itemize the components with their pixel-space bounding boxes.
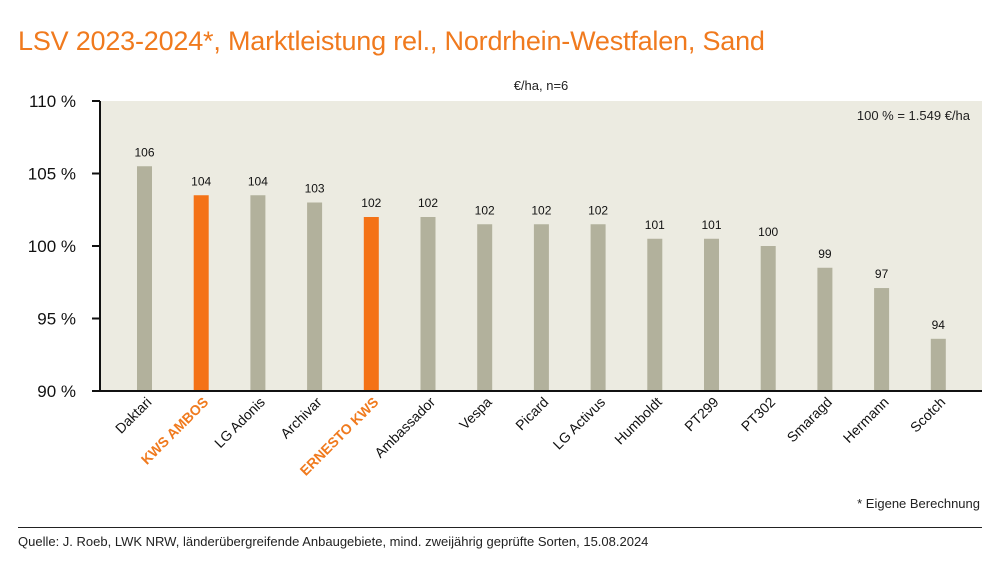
bar-value-label: 102 bbox=[418, 196, 438, 210]
bar-daktari bbox=[137, 166, 152, 391]
y-tick-label: 90 % bbox=[37, 382, 76, 401]
x-tick-label: PT299 bbox=[681, 394, 722, 435]
bar-value-label: 102 bbox=[475, 203, 495, 217]
bar-value-label: 102 bbox=[588, 203, 608, 217]
bars: 106 104 104 103 102 102 102 102 102 101 101 100 99 97… bbox=[134, 145, 946, 391]
bar-value-label: 102 bbox=[531, 203, 551, 217]
bar-vespa bbox=[477, 224, 493, 391]
x-tick-label: Archivar bbox=[277, 394, 325, 442]
bar-kws-ambos bbox=[193, 195, 209, 391]
bar-value-label: 103 bbox=[305, 182, 325, 196]
x-tick-label: LG Activus bbox=[550, 394, 609, 453]
bar-lg-activus bbox=[590, 224, 606, 391]
x-tick-label: PT302 bbox=[738, 394, 779, 435]
bar-value-label: 101 bbox=[645, 218, 665, 232]
bar-value-label: 106 bbox=[134, 145, 154, 159]
bar-value-label: 102 bbox=[361, 196, 381, 210]
reference-annotation: 100 % = 1.549 €/ha bbox=[857, 108, 971, 123]
bar-scotch bbox=[930, 338, 946, 391]
bar-value-label: 94 bbox=[932, 318, 946, 332]
x-tick-label: LG Adonis bbox=[211, 394, 268, 451]
chart-title: LSV 2023-2024*, Marktleistung rel., Nord… bbox=[18, 26, 765, 56]
bar-value-label: 104 bbox=[248, 174, 268, 188]
bar-lg-adonis bbox=[250, 195, 266, 391]
x-tick-label: Daktari bbox=[112, 394, 155, 437]
bar-humboldt bbox=[647, 238, 663, 391]
y-tick-label: 110 % bbox=[29, 92, 76, 111]
bar-smaragd bbox=[817, 267, 833, 391]
y-tick-label: 105 % bbox=[28, 165, 76, 184]
bar-value-label: 99 bbox=[818, 247, 832, 261]
x-tick-label: Scotch bbox=[907, 394, 949, 436]
bar-value-label: 104 bbox=[191, 174, 211, 188]
source-note: Quelle: J. Roeb, LWK NRW, länderübergrei… bbox=[18, 534, 649, 549]
y-axis-ticks: 90 % 95 % 100 % 105 % 110 % bbox=[28, 92, 100, 401]
x-tick-label: Humboldt bbox=[611, 394, 665, 448]
x-tick-label: Vespa bbox=[456, 394, 495, 433]
x-tick-label: Ambassador bbox=[371, 394, 438, 461]
bar-hermann bbox=[874, 288, 890, 391]
footer-divider bbox=[18, 527, 982, 528]
y-tick-label: 100 % bbox=[28, 237, 76, 256]
bar-pt299 bbox=[704, 238, 719, 391]
bar-archivar bbox=[307, 202, 323, 391]
y-tick-label: 95 % bbox=[37, 310, 76, 329]
x-tick-label: Smaragd bbox=[784, 394, 835, 445]
bar-value-label: 101 bbox=[701, 218, 721, 232]
bar-pt302 bbox=[760, 246, 776, 391]
x-tick-label: Picard bbox=[512, 394, 551, 433]
bar-ambassador bbox=[420, 217, 436, 391]
bar-picard bbox=[533, 224, 549, 391]
footnote: * Eigene Berechnung bbox=[857, 496, 980, 511]
bar-value-label: 97 bbox=[875, 267, 889, 281]
bar-value-label: 100 bbox=[758, 225, 778, 239]
chart-subtitle: €/ha, n=6 bbox=[514, 78, 569, 93]
bar-ernesto-kws bbox=[363, 217, 379, 391]
x-tick-label: Hermann bbox=[840, 394, 892, 446]
